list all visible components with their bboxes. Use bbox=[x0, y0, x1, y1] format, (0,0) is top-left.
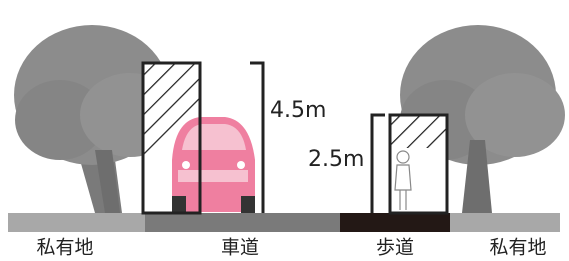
ground-private-left bbox=[8, 213, 145, 232]
road-diagram: 4.5m 2.5m 私有地 車道 歩道 私有地 bbox=[0, 0, 569, 261]
ground-label: 歩道 bbox=[376, 237, 414, 259]
ground-label: 私有地 bbox=[489, 237, 546, 259]
dimension-sidewalk bbox=[372, 115, 385, 213]
car bbox=[172, 117, 255, 213]
ground-private-right bbox=[450, 213, 560, 232]
ground-sidewalk bbox=[340, 213, 450, 232]
ground-label: 私有地 bbox=[36, 237, 93, 259]
dimension-label: 4.5m bbox=[270, 98, 326, 123]
ground-label: 車道 bbox=[221, 237, 259, 259]
page: 4.5m 2.5m 私有地 車道 歩道 私有地 (() => { const d… bbox=[0, 0, 569, 261]
ground-road bbox=[145, 213, 340, 232]
dimension-label: 2.5m bbox=[308, 147, 364, 172]
